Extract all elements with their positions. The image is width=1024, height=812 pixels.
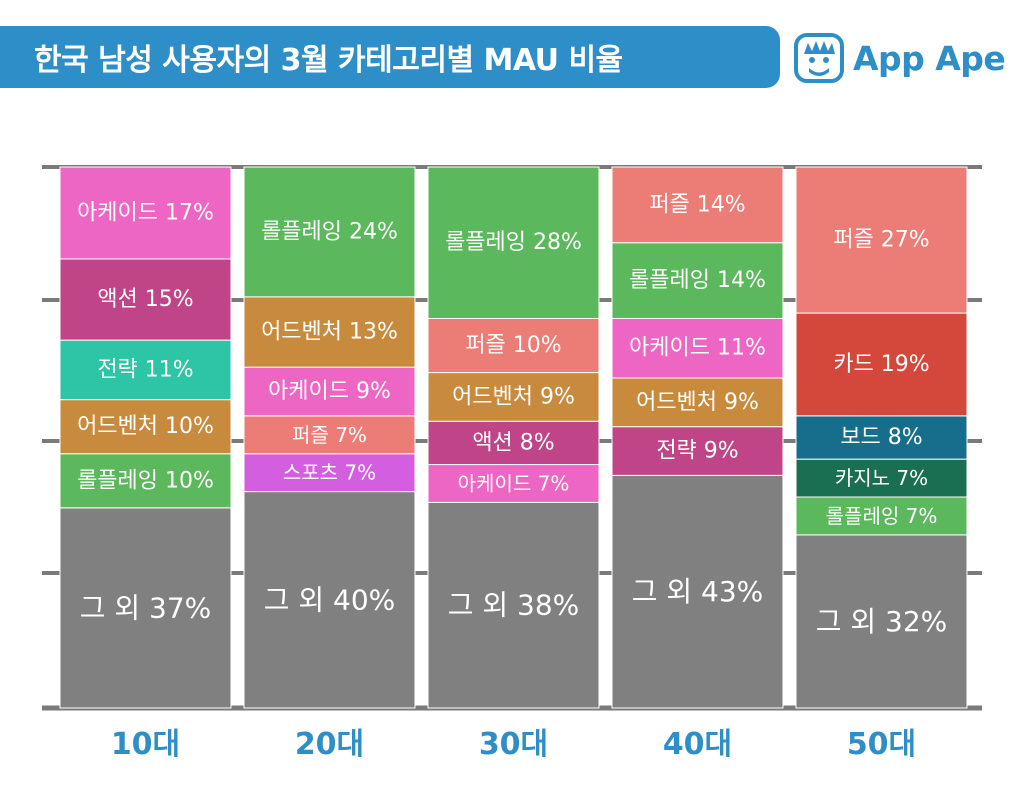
bar-segment (795, 496, 968, 536)
ape-face-icon (794, 33, 844, 83)
bar-segment (427, 501, 600, 709)
bar-segment (427, 464, 600, 503)
data-label: 어드벤처 13% (261, 320, 398, 345)
bar-segment (611, 166, 784, 244)
data-label: 롤플레잉 10% (77, 468, 214, 493)
bar-segment (59, 399, 232, 455)
data-label: 퍼즐 10% (465, 333, 561, 358)
bar-segment (611, 377, 784, 428)
bar-segment (243, 296, 416, 368)
data-label: 그 외 32% (816, 605, 948, 638)
data-label: 카드 19% (833, 352, 929, 377)
bar-segment (427, 317, 600, 374)
bar-segment (59, 166, 232, 260)
bar-segment (795, 534, 968, 709)
x-tick-label: 50대 (847, 727, 916, 762)
data-label: 어드벤처 9% (636, 390, 759, 415)
bar-segment (427, 420, 600, 466)
data-label: 액션 15% (97, 287, 193, 312)
x-tick-label: 20대 (295, 727, 364, 762)
data-label: 전략 9% (656, 439, 738, 464)
data-label: 퍼즐 27% (833, 228, 929, 253)
data-label: 스포츠 7% (283, 461, 376, 485)
x-tick-label: 40대 (663, 727, 732, 762)
bar-segment (59, 453, 232, 509)
brand-name: App Ape (853, 38, 1006, 78)
data-label: 보드 8% (840, 425, 922, 450)
data-label: 아케이드 11% (629, 336, 766, 361)
data-label: 아케이드 9% (268, 379, 391, 404)
bar-segment (795, 458, 968, 498)
bar-segment (59, 258, 232, 341)
bar-segment (59, 507, 232, 709)
bar-segment (243, 491, 416, 709)
bar-segment (59, 339, 232, 401)
bar-segment (611, 317, 784, 379)
bar-segment (243, 415, 416, 455)
data-label: 어드벤처 9% (452, 384, 575, 409)
data-label: 퍼즐 14% (649, 192, 745, 217)
data-label: 그 외 37% (80, 591, 212, 624)
bar-segment (427, 372, 600, 422)
brand-logo: App Ape (793, 28, 1006, 88)
bar-segment (795, 166, 968, 314)
bar-segment (611, 474, 784, 709)
data-label: 어드벤처 10% (77, 414, 214, 439)
data-label: 롤플레잉 24% (261, 219, 398, 244)
data-label: 아케이드 7% (458, 471, 570, 495)
bar-segment (243, 453, 416, 493)
bar-segment (795, 312, 968, 417)
data-label: 롤플레잉 14% (629, 268, 766, 293)
data-label: 롤플레잉 7% (826, 504, 938, 528)
title-bar: 한국 남성 사용자의 3월 카테고리별 MAU 비율 (0, 26, 780, 88)
data-label: 카지노 7% (835, 466, 928, 490)
data-label: 퍼즐 7% (292, 423, 367, 447)
data-label: 전략 11% (97, 357, 193, 382)
bar-segment (611, 426, 784, 476)
data-label: 그 외 38% (448, 589, 580, 622)
data-label: 액션 8% (472, 430, 554, 455)
x-tick-label: 10대 (111, 727, 180, 762)
bar-segment (243, 366, 416, 417)
data-label: 롤플레잉 28% (445, 230, 582, 255)
chart-title: 한국 남성 사용자의 3월 카테고리별 MAU 비율 (34, 43, 623, 78)
data-label: 그 외 40% (264, 583, 396, 616)
bar-segment (427, 166, 600, 319)
x-tick-label: 30대 (479, 727, 548, 762)
data-label: 그 외 43% (632, 575, 764, 608)
data-label: 아케이드 17% (77, 200, 214, 225)
bar-segment (243, 166, 416, 298)
